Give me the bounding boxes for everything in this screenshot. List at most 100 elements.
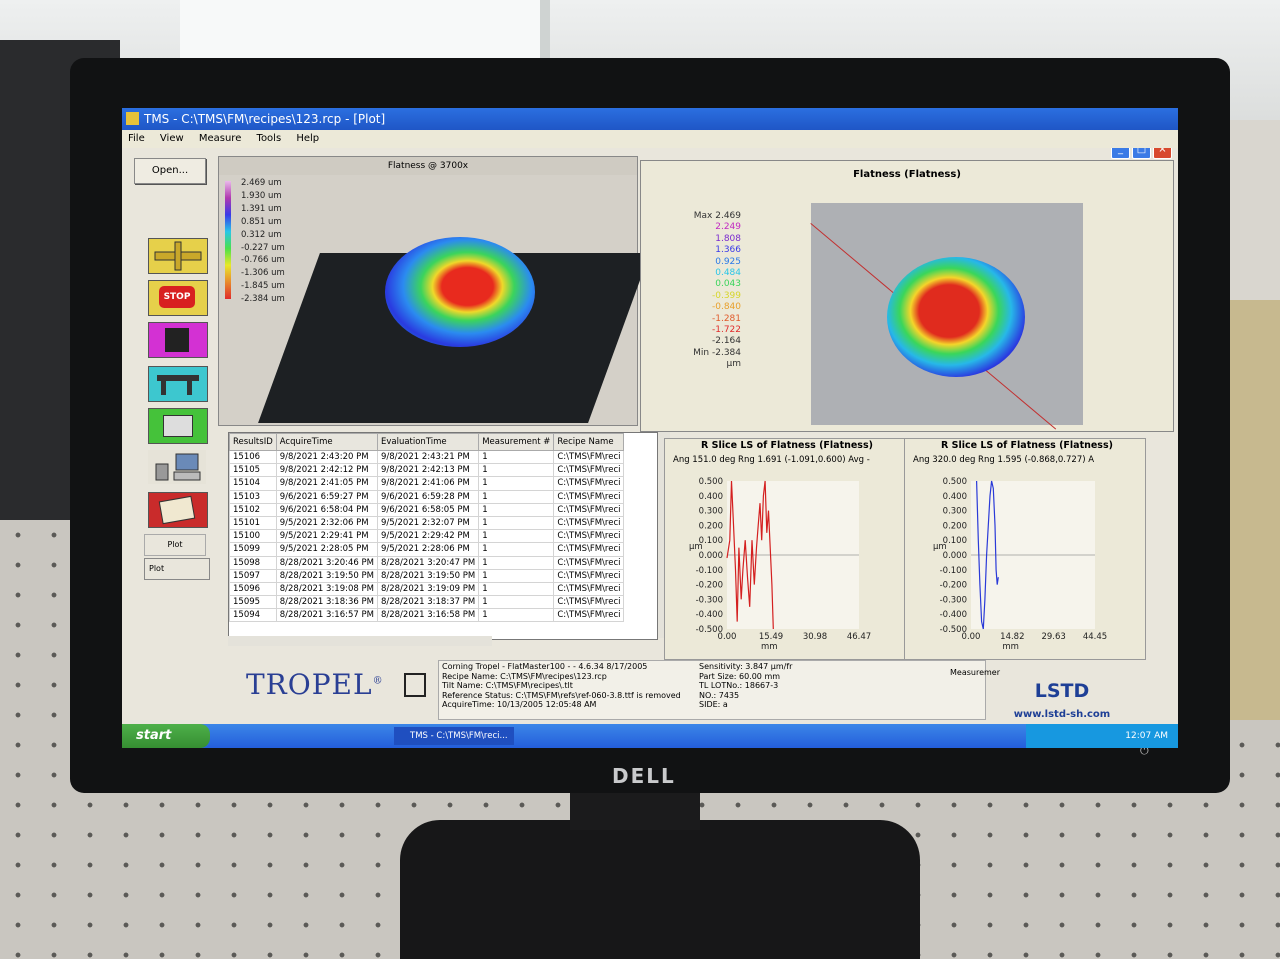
power-icon[interactable]: ⏻ [1140,744,1149,757]
y-tick-label: 0.300 [943,507,967,517]
lstd-url: www.lstd-sh.com [1013,709,1111,720]
x-axis-label: mm [761,642,778,652]
table-cell: 15096 [229,581,277,597]
table-cell: 9/5/2021 2:32:07 PM [376,515,480,531]
table-cell: C:\TMS\FM\reci [553,581,625,597]
slice-plot-2[interactable]: R Slice LS of Flatness (Flatness) Ang 32… [904,438,1146,660]
table-cell: 9/5/2021 2:29:41 PM [275,529,378,544]
table-cell: 8/28/2021 3:18:36 PM [275,595,378,610]
legend-value: -1.845 um [241,281,285,292]
legend-value: -2.384 um [241,294,285,305]
table-row[interactable]: 15094 8/28/2021 3:16:57 PM 8/28/2021 3:16:… [229,608,625,623]
column-header[interactable]: ResultsID [229,433,277,451]
topview-scale: Max 2.469 2.249 1.808 1.366 0.925 0.484 0.043-… [681,211,741,371]
taskbar-tms-window[interactable]: TMS - C:\TMS\FM\reci... [394,727,514,745]
menu-tools[interactable]: Tools [256,133,282,144]
table-cell: 9/5/2021 2:28:05 PM [275,542,378,557]
print-button[interactable] [148,408,208,444]
table-cell: C:\TMS\FM\reci [553,568,625,583]
legend-value: -0.227 um [241,242,285,253]
info-line: TL LOTNo.: 18667-3 [699,681,779,690]
table-cell: 9/6/2021 6:59:28 PM [376,489,480,504]
open-button[interactable]: Open... [134,158,206,184]
table-cell: 9/8/2021 2:42:13 PM [376,463,480,478]
table-cell: 1 [478,581,555,597]
stop-icon: STOP [159,286,195,308]
table-row[interactable]: 15106 9/8/2021 2:43:20 PM 9/8/2021 2:43:21… [229,449,625,465]
report-icon [158,495,196,525]
table-row[interactable]: 15100 9/5/2021 2:29:41 PM 9/5/2021 2:29:42… [229,529,625,544]
start-button[interactable]: start [122,724,210,748]
table-cell: 8/28/2021 3:19:50 PM [376,568,480,583]
table-cell: 15099 [229,542,277,557]
column-header[interactable]: Measurement # [478,433,555,451]
table-cell: 9/8/2021 2:41:05 PM [275,476,378,491]
legend-value: 1.391 um [241,203,282,214]
flatness-map [887,257,1025,377]
y-axis-label: µm [689,542,703,552]
results-table[interactable]: ResultsID AcquireTime EvaluationTime Measur… [228,432,658,640]
table-row[interactable]: 15105 9/8/2021 2:42:12 PM 9/8/2021 2:42:13… [229,463,625,478]
column-header[interactable]: Recipe Name [553,433,625,451]
table-cell: 15103 [229,489,277,504]
table-row[interactable]: 15104 9/8/2021 2:41:05 PM 9/8/2021 2:41:06… [229,476,625,491]
left-toolbar: Open... STOP Plot Plot [128,152,218,632]
table-cell: 9/6/2021 6:58:04 PM [275,502,378,517]
legend-value: 2.469 um [241,178,282,188]
table-cell: 9/5/2021 2:32:06 PM [275,515,378,531]
table-row[interactable]: 15103 9/6/2021 6:59:27 PM 9/6/2021 6:59:28… [229,489,625,504]
slice1-title: R Slice LS of Flatness (Flatness) [701,440,873,451]
plot-button[interactable]: Plot [144,534,206,556]
table-cell: C:\TMS\FM\reci [553,542,625,557]
computer-button[interactable] [148,450,206,484]
table-cell: 15106 [229,449,277,465]
table-cell: 9/5/2021 2:28:06 PM [376,542,480,557]
report-button[interactable] [148,492,208,528]
save-button[interactable] [148,322,208,358]
clock: 12:07 AM [1125,731,1168,741]
color-scale-labels: 2.469 um 1.930 um 1.391 um 0.851 um 0.31… [241,177,285,306]
scale-value: -2.164 [711,336,741,347]
table-row[interactable]: 15098 8/28/2021 3:20:46 PM 8/28/2021 3:20:… [229,555,625,570]
y-tick-label: 0.400 [943,492,967,502]
table-cell: 15100 [229,529,277,544]
info-line: Recipe Name: C:\TMS\FM\recipes\123.rcp [442,671,607,681]
floppy-disk-icon [165,328,189,352]
y-tick-label: -0.200 [940,581,967,591]
tropel-checkbox[interactable] [404,673,426,697]
table-row[interactable]: 15096 8/28/2021 3:19:08 PM 8/28/2021 3:19:… [229,581,625,597]
menu-help[interactable]: Help [296,133,320,144]
menu-file[interactable]: File [128,133,145,144]
slice-plot-1[interactable]: R Slice LS of Flatness (Flatness) Ang 15… [664,438,910,660]
y-tick-label: 0.300 [699,507,723,517]
table-cell: C:\TMS\FM\reci [553,502,625,517]
legend-value: 0.851 um [241,216,282,227]
table-cell: 9/5/2021 2:29:42 PM [376,529,480,544]
table-cell: 9/8/2021 2:43:21 PM [376,449,480,465]
column-header[interactable]: AcquireTime [275,433,378,451]
table-row[interactable]: 15101 9/5/2021 2:32:06 PM 9/5/2021 2:32:07… [229,515,625,531]
flatness-3d-panel[interactable]: Flatness @ 3700x 2.469 um 1.930 um 1.391… [218,156,650,426]
table-row[interactable]: 15095 8/28/2021 3:18:36 PM 8/28/2021 3:18:… [229,595,625,610]
stop-button[interactable]: STOP [148,280,208,316]
y-tick-label: -0.300 [940,595,967,605]
table-row[interactable]: 15097 8/28/2021 3:19:50 PM 8/28/2021 3:19:… [229,568,625,583]
ruler-tool-button[interactable] [148,238,208,274]
caliper-tool-button[interactable] [148,366,208,402]
flatness-topview-panel[interactable]: Flatness (Flatness) Max 2.469 2.249 1.808 1… [640,160,1174,432]
y-tick-label: -0.400 [696,610,723,620]
table-cell: 15097 [229,568,277,583]
scale-value: 2.249 [715,222,741,233]
surface-3d-render [385,237,535,347]
column-header[interactable]: EvaluationTime [376,433,480,451]
table-cell: 8/28/2021 3:16:58 PM [376,608,480,623]
menu-view[interactable]: View [159,133,184,144]
menu-bar: File View Measure Tools Help [122,130,1178,148]
table-row[interactable]: 15099 9/5/2021 2:28:05 PM 9/5/2021 2:28:06… [229,542,625,557]
table-row[interactable]: 15102 9/6/2021 6:58:04 PM 9/6/2021 6:58:05… [229,502,625,517]
table-horizontal-scrollbar[interactable] [228,636,492,646]
scale-value: 0.484 [715,268,741,279]
menu-measure[interactable]: Measure [198,133,242,144]
table-cell: 9/6/2021 6:59:27 PM [275,489,378,504]
table-cell: 8/28/2021 3:19:09 PM [376,581,480,597]
